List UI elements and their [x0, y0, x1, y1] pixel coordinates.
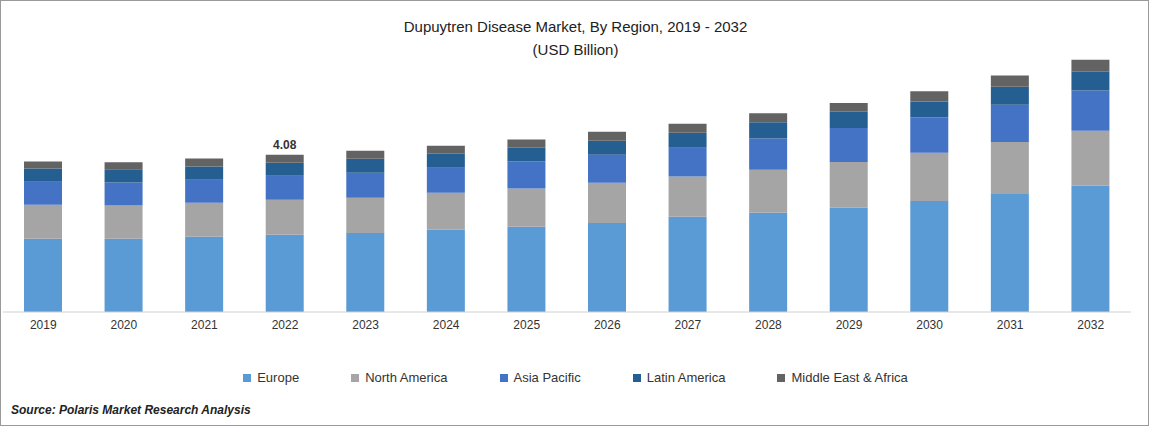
- svg-text:2026: 2026: [594, 318, 621, 332]
- svg-text:2032: 2032: [1077, 318, 1104, 332]
- svg-text:2023: 2023: [352, 318, 379, 332]
- svg-text:2022: 2022: [272, 318, 299, 332]
- html-text:Europe: Europe: [257, 370, 300, 385]
- svg-text:2019: 2019: [30, 318, 57, 332]
- svg-text:2029: 2029: [836, 318, 863, 332]
- svg-text:2021: 2021: [191, 318, 218, 332]
- html-text:Middle East & Africa: Middle East & Africa: [791, 370, 908, 385]
- svg-text:2025: 2025: [513, 318, 540, 332]
- html-text:North America: North America: [365, 370, 448, 385]
- html-text:Dupuytren Disease Market, By R: Dupuytren Disease Market, By Region, 201…: [403, 18, 748, 35]
- svg-text:2031: 2031: [997, 318, 1024, 332]
- svg-text:2028: 2028: [755, 318, 782, 332]
- html-text:(USD Billion): (USD Billion): [532, 41, 619, 58]
- svg-text:4.08: 4.08: [273, 138, 297, 152]
- html-text:Latin America: Latin America: [646, 370, 726, 385]
- svg-text:2027: 2027: [675, 318, 702, 332]
- svg-text:2024: 2024: [433, 318, 460, 332]
- html-text:Asia Pacific: Asia Pacific: [513, 370, 581, 385]
- svg-text:2020: 2020: [111, 318, 138, 332]
- html-text:Source: Polaris Market Researc: Source: Polaris Market Research Analysis: [11, 403, 251, 417]
- svg-text:2030: 2030: [916, 318, 943, 332]
